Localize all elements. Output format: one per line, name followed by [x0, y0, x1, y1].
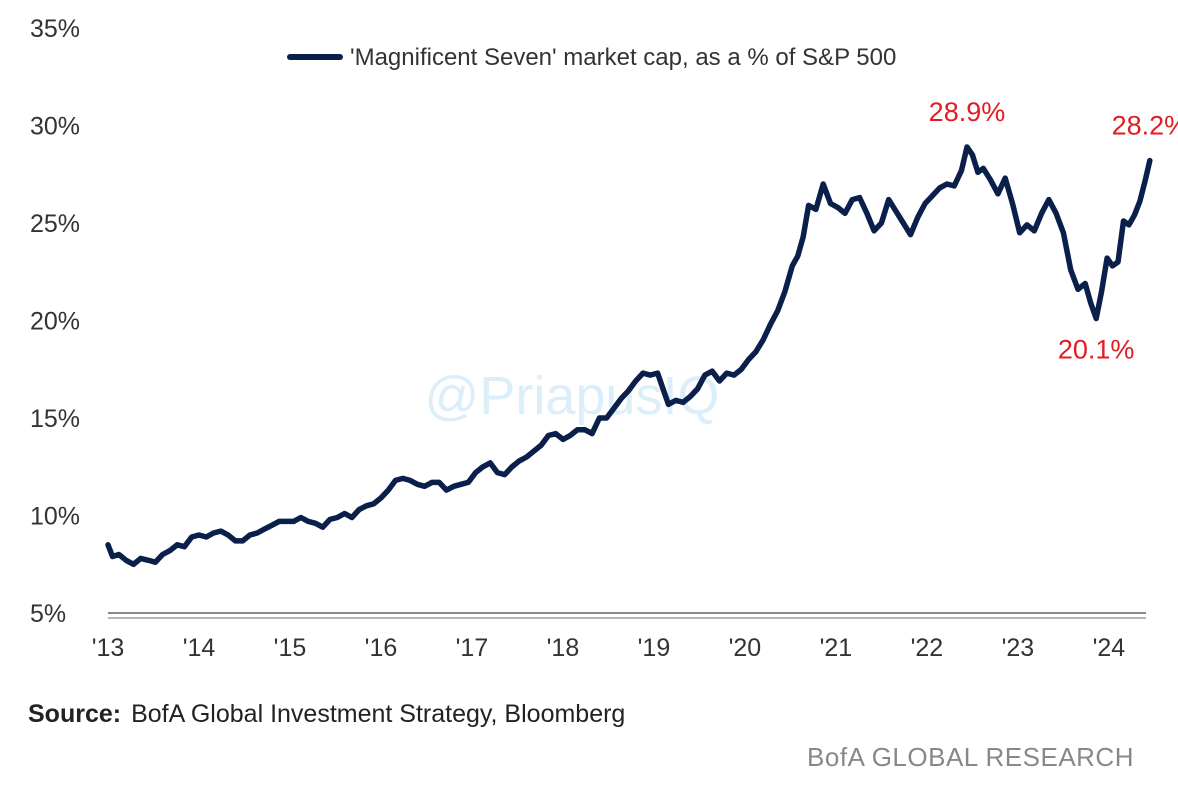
annotation-label-28-2pct: 28.2%: [1112, 111, 1178, 141]
x-tick-label-15: '15: [274, 634, 307, 662]
watermark-text: @PriapusIQ: [425, 366, 720, 426]
y-tick-label-35pct: 35%: [30, 15, 80, 43]
annotation-label-20-1pct: 20.1%: [1058, 335, 1135, 365]
source-label: Source:: [28, 700, 122, 728]
annotation-label-28-9pct: 28.9%: [929, 97, 1006, 127]
x-tick-label-18: '18: [547, 634, 580, 662]
legend-label: 'Magnificent Seven' market cap, as a % o…: [350, 44, 896, 71]
x-tick-label-23: '23: [1002, 634, 1035, 662]
x-tick-label-20: '20: [729, 634, 762, 662]
x-tick-label-24: '24: [1093, 634, 1126, 662]
x-tick-label-14: '14: [183, 634, 216, 662]
x-tick-label-17: '17: [456, 634, 489, 662]
x-tick-label-19: '19: [638, 634, 671, 662]
y-tick-label-25pct: 25%: [30, 210, 80, 238]
y-tick-label-20pct: 20%: [30, 308, 80, 336]
y-tick-label-15pct: 15%: [30, 405, 80, 433]
x-tick-label-22: '22: [911, 634, 944, 662]
source-text: BofA Global Investment Strategy, Bloombe…: [131, 700, 626, 728]
y-tick-label-10pct: 10%: [30, 503, 80, 531]
x-tick-label-13: '13: [92, 634, 125, 662]
series-line-0: [105, 144, 1153, 568]
y-tick-label-30pct: 30%: [30, 113, 80, 141]
x-tick-label-21: '21: [820, 634, 853, 662]
source-note: Source: BofA Global Investment Strategy, …: [28, 700, 625, 729]
x-tick-label-16: '16: [365, 634, 398, 662]
brand-label: BofA GLOBAL RESEARCH: [807, 742, 1134, 772]
y-tick-label-5pct: 5%: [30, 600, 66, 628]
